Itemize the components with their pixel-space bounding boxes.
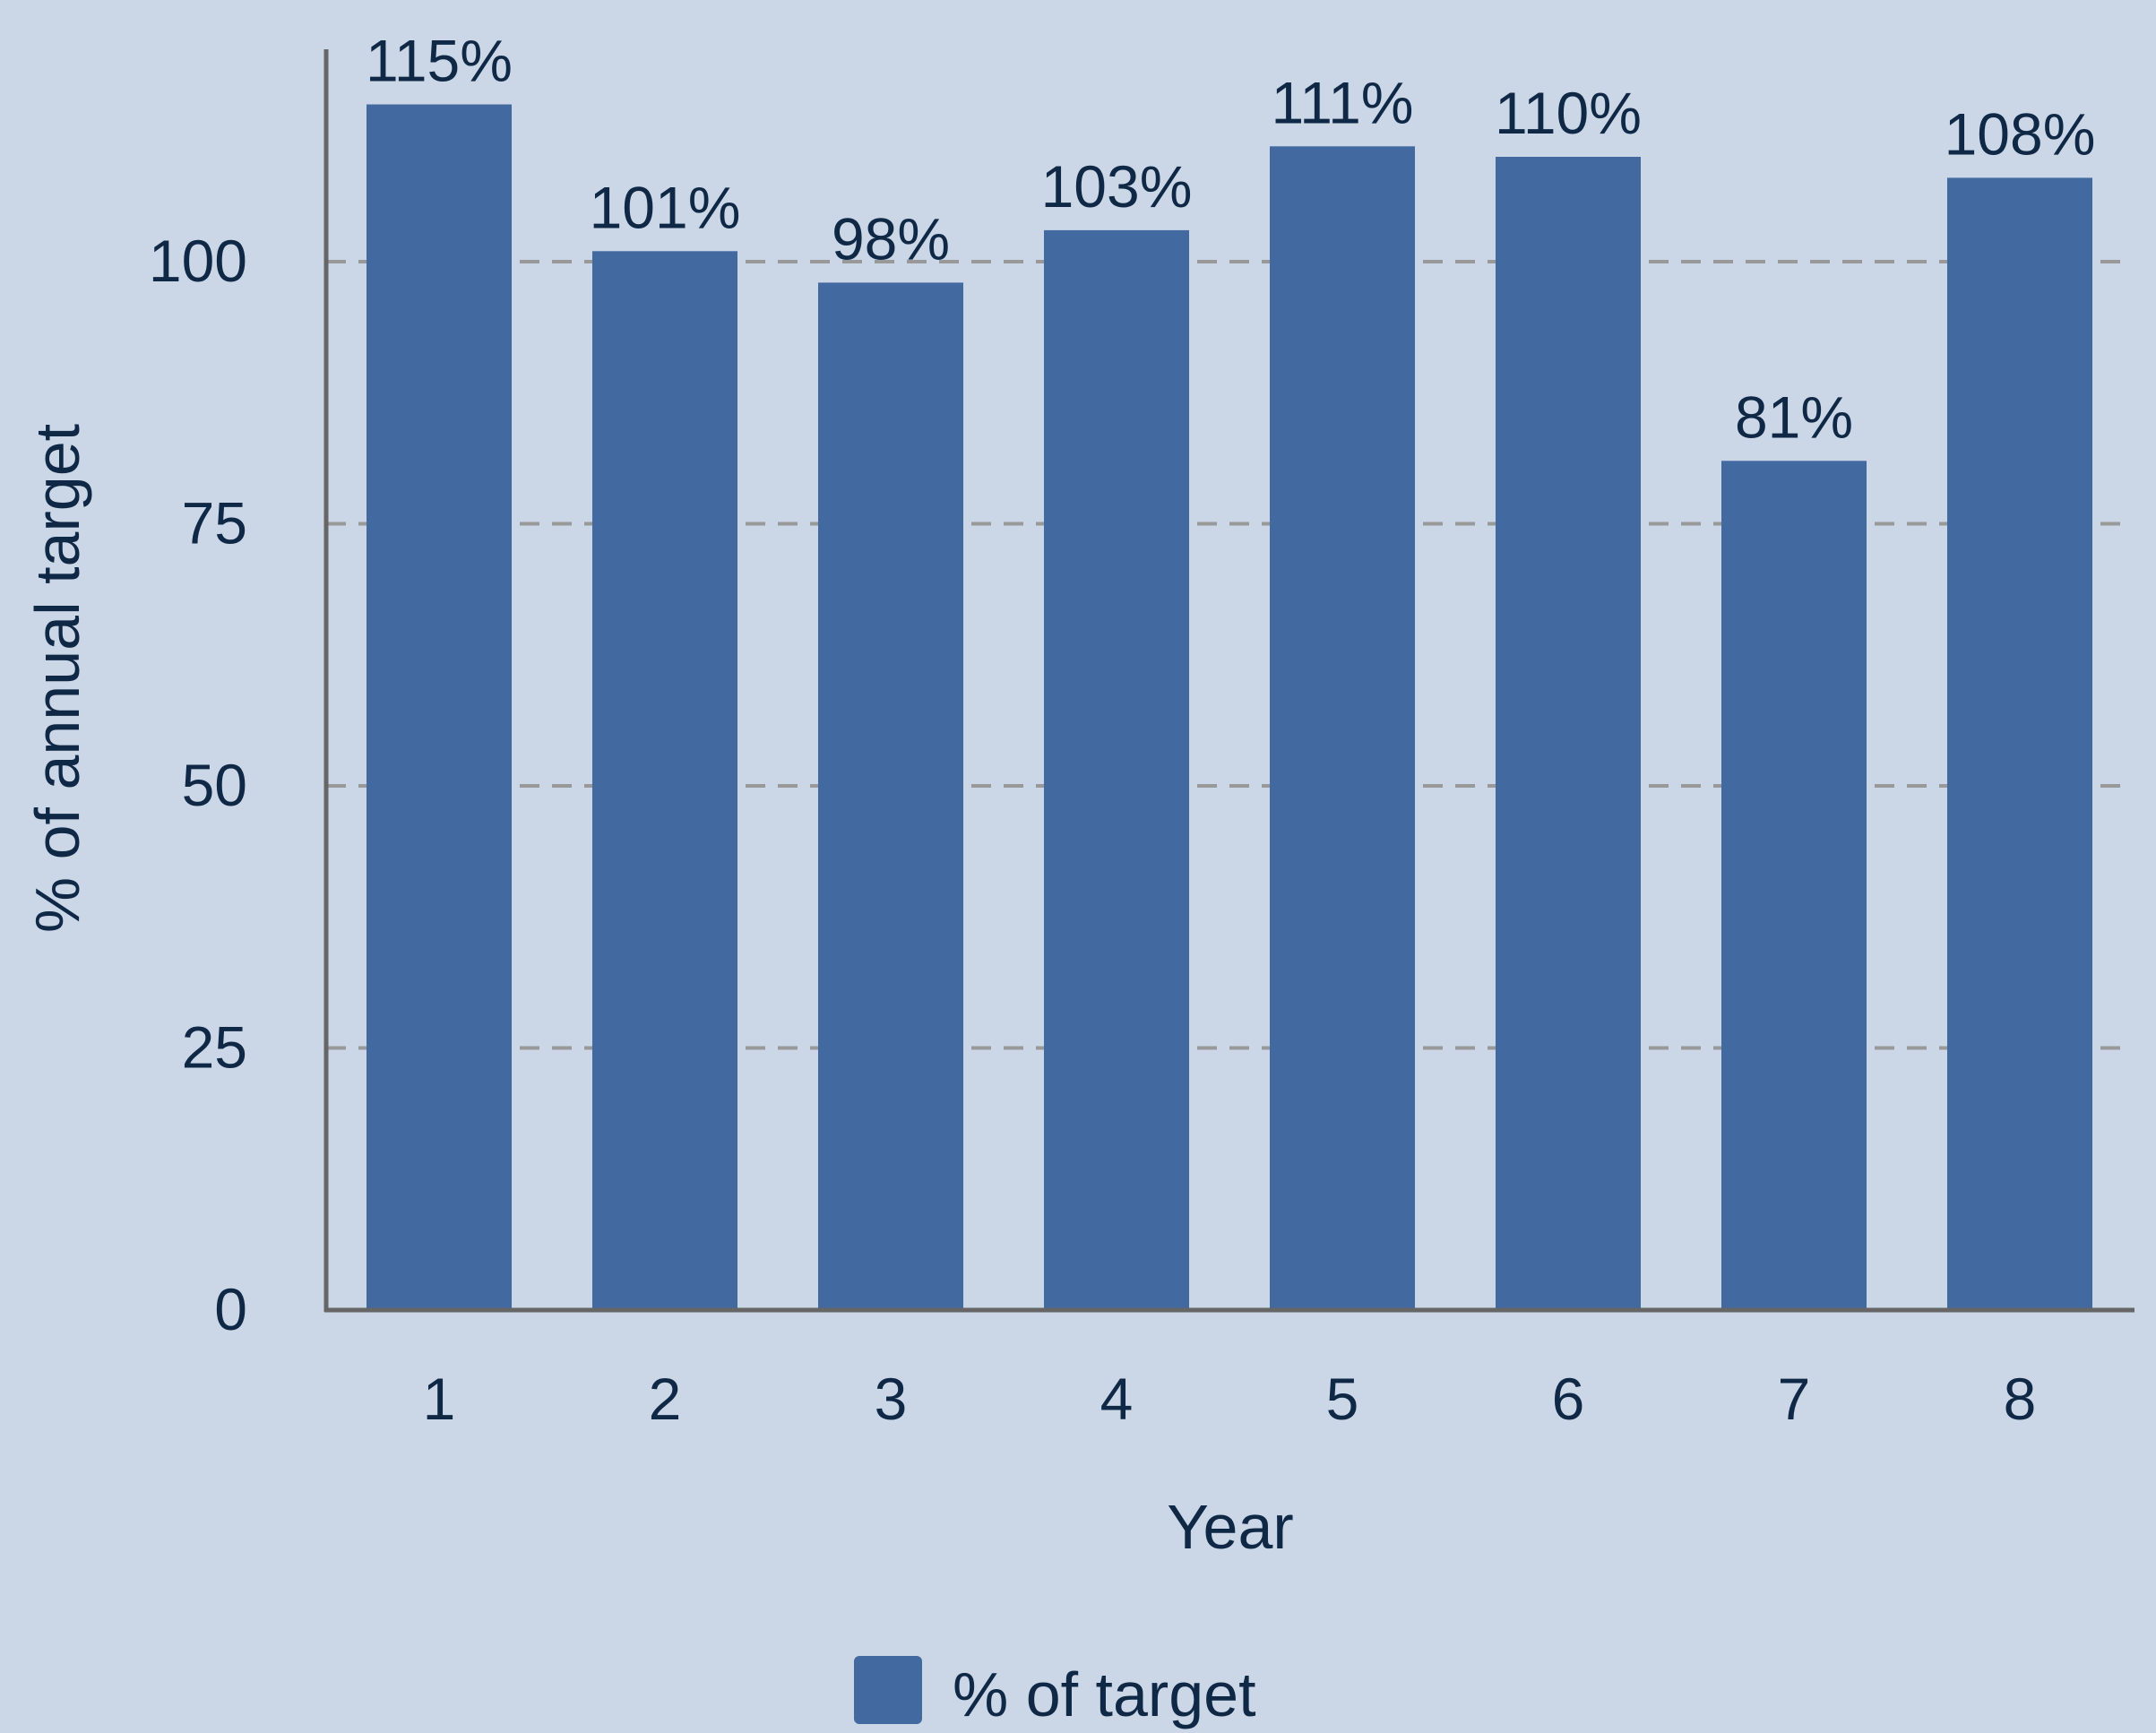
data-label: 115% [366, 28, 513, 94]
x-tick-label: 5 [1326, 1366, 1359, 1432]
bar [1496, 157, 1641, 1310]
bar [592, 251, 737, 1310]
bar [1044, 229, 1189, 1310]
data-label: 111% [1271, 69, 1413, 135]
y-axis-title: % of annual target [22, 424, 92, 933]
legend: % of target [854, 1656, 1256, 1729]
y-tick-label: 0 [214, 1276, 247, 1342]
data-label: 103% [1041, 153, 1193, 220]
legend-label: % of target [953, 1660, 1256, 1729]
bar-layer [367, 104, 2092, 1310]
bar [1721, 461, 1867, 1310]
bar [1270, 146, 1415, 1310]
bar [1947, 177, 2092, 1310]
x-tick-label: 4 [1100, 1366, 1134, 1432]
data-label: 81% [1735, 384, 1853, 450]
x-axis-title: Year [1167, 1492, 1293, 1562]
x-tick-label: 1 [423, 1366, 456, 1432]
data-label: 98% [832, 205, 950, 272]
x-tick-label: 2 [649, 1366, 682, 1432]
x-tick-label: 8 [2004, 1366, 2037, 1432]
y-tick-label: 100 [149, 228, 247, 294]
y-tick-label: 50 [182, 752, 247, 818]
label-layer: 0 25 50 75 100 115% 1 101% 2 98% 3 103% 4 111% 5 110% 6 8… [149, 28, 2096, 1433]
data-label: 108% [1945, 100, 2096, 167]
bar [367, 104, 512, 1310]
y-tick-label: 25 [182, 1014, 247, 1081]
x-tick-label: 7 [1778, 1366, 1811, 1432]
x-tick-label: 6 [1552, 1366, 1585, 1432]
bar [818, 282, 963, 1310]
data-label: 110% [1495, 80, 1642, 146]
y-tick-label: 75 [182, 490, 247, 556]
legend-swatch [854, 1656, 922, 1724]
data-label: 101% [590, 174, 741, 240]
x-tick-label: 3 [875, 1366, 908, 1432]
axis-layer [323, 49, 2134, 1313]
